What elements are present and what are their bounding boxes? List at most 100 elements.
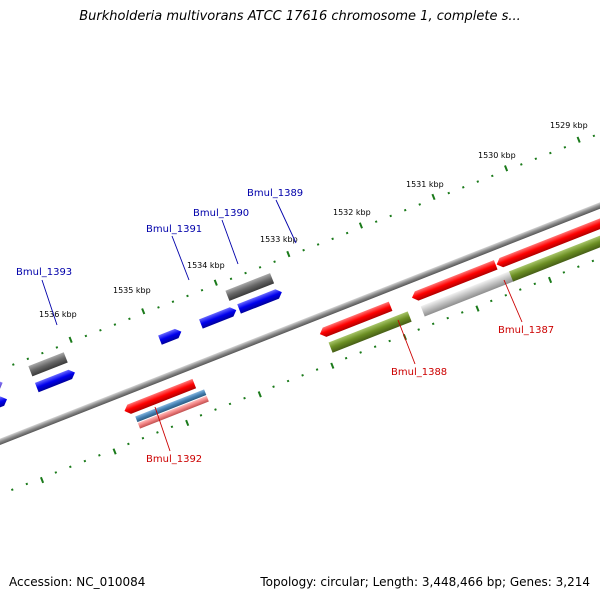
minor-tick <box>229 277 233 281</box>
major-tick <box>548 276 553 284</box>
minor-tick <box>156 431 159 434</box>
minor-tick <box>520 163 523 166</box>
gene-label-bmul-1387[interactable]: Bmul_1387 <box>498 325 554 336</box>
minor-tick <box>84 334 88 338</box>
major-tick <box>431 193 436 201</box>
gene-reverse-pink[interactable] <box>137 395 209 429</box>
minor-tick <box>403 208 407 212</box>
major-tick <box>330 362 335 369</box>
minor-tick <box>431 322 435 326</box>
minor-tick <box>563 146 567 149</box>
gene-forward-gray[interactable] <box>28 352 68 377</box>
major-tick <box>141 308 146 315</box>
minor-tick <box>199 414 203 417</box>
gene-reverse-red[interactable] <box>410 260 498 302</box>
minor-tick <box>591 259 595 263</box>
minor-tick <box>301 373 304 377</box>
minor-tick <box>461 186 465 189</box>
minor-tick <box>10 488 14 491</box>
genome-strip <box>0 116 600 525</box>
major-tick <box>112 448 117 455</box>
minor-tick <box>69 465 72 469</box>
gene-reverse-olive[interactable] <box>509 220 600 282</box>
leader-line-bmul-1387 <box>503 279 523 323</box>
minor-tick <box>12 363 15 366</box>
gene-reverse-lightgray[interactable] <box>420 270 515 317</box>
gene-reverse-red[interactable] <box>495 207 600 269</box>
gene-labels: Bmul_1389 Bmul_1390 Bmul_1391 Bmul_1393 … <box>16 188 554 465</box>
minor-tick <box>344 356 348 360</box>
minor-tick <box>534 157 538 161</box>
minor-tick <box>549 151 552 155</box>
gene-forward-blue[interactable] <box>199 305 238 329</box>
minor-tick <box>345 231 349 235</box>
minor-tick <box>127 442 130 446</box>
gene-reverse-steelblue[interactable] <box>135 389 207 423</box>
gene-label-bmul-1389[interactable]: Bmul_1389 <box>247 188 303 199</box>
kbp-label: 1535 kbp <box>113 286 151 295</box>
minor-tick <box>286 379 290 383</box>
major-tick <box>213 279 218 286</box>
kbp-label: 1534 kbp <box>187 261 225 270</box>
minor-tick <box>417 328 420 331</box>
kbp-labels: 1529 kbp 1530 kbp 1531 kbp 1532 kbp 1533… <box>39 121 588 319</box>
accession-text: Accession: NC_010084 <box>9 575 146 589</box>
gene-label-leaders <box>41 199 523 452</box>
minor-tick <box>302 248 305 252</box>
minor-tick <box>388 339 391 343</box>
kbp-label: 1532 kbp <box>333 208 371 217</box>
minor-tick <box>171 300 175 303</box>
major-tick <box>286 250 291 258</box>
gene-reverse-olive[interactable] <box>328 311 412 353</box>
gene-label-bmul-1390[interactable]: Bmul_1390 <box>193 208 249 219</box>
minor-tick <box>128 317 131 321</box>
major-tick <box>358 222 363 229</box>
minor-tick <box>489 299 493 303</box>
gene-forward-blue[interactable] <box>158 327 183 345</box>
minor-tick <box>272 385 275 389</box>
minor-tick <box>244 271 247 275</box>
kbp-label: 1530 kbp <box>478 151 516 160</box>
reverse-strand-genes <box>123 207 600 429</box>
gene-forward-gray[interactable] <box>225 273 275 301</box>
kbp-label: 1533 kbp <box>260 235 298 244</box>
gene-forward-slate[interactable] <box>0 378 4 400</box>
minor-tick <box>186 294 189 298</box>
leader-line-bmul-1391 <box>171 235 190 281</box>
minor-tick <box>446 316 450 320</box>
minor-tick <box>418 203 422 206</box>
minor-tick <box>373 345 377 349</box>
minor-tick <box>533 282 537 286</box>
gene-label-bmul-1393[interactable]: Bmul_1393 <box>16 267 72 278</box>
inner-tick-ruler <box>10 259 595 491</box>
minor-tick <box>359 351 362 354</box>
outer-tick-ruler <box>0 134 596 372</box>
gene-reverse-red[interactable] <box>123 378 197 416</box>
genome-stats-text: Topology: circular; Length: 3,448,466 bp… <box>260 575 590 589</box>
minor-tick <box>41 351 44 355</box>
gene-forward-blue[interactable] <box>34 368 77 393</box>
gene-forward-blue[interactable] <box>237 287 283 314</box>
gene-reverse-red[interactable] <box>318 301 393 339</box>
kbp-label: 1529 kbp <box>550 121 588 130</box>
minor-tick <box>460 311 464 314</box>
minor-tick <box>258 266 262 269</box>
leader-line-bmul-1392 <box>154 406 171 452</box>
minor-tick <box>113 323 117 326</box>
gene-label-bmul-1391[interactable]: Bmul_1391 <box>146 224 202 235</box>
minor-tick <box>99 328 102 332</box>
minor-tick <box>476 180 480 183</box>
major-tick <box>185 419 190 427</box>
minor-tick <box>374 220 378 223</box>
minor-tick <box>592 134 596 138</box>
minor-tick <box>331 237 334 241</box>
forward-strand-genes <box>0 273 283 416</box>
minor-tick <box>316 243 320 246</box>
gene-forward-blue[interactable] <box>0 395 9 416</box>
minor-tick <box>447 191 451 195</box>
major-tick <box>576 136 581 143</box>
major-tick <box>68 336 73 343</box>
minor-tick <box>25 482 29 486</box>
gene-label-bmul-1388[interactable]: Bmul_1388 <box>391 367 447 378</box>
gene-label-bmul-1392[interactable]: Bmul_1392 <box>146 454 202 465</box>
